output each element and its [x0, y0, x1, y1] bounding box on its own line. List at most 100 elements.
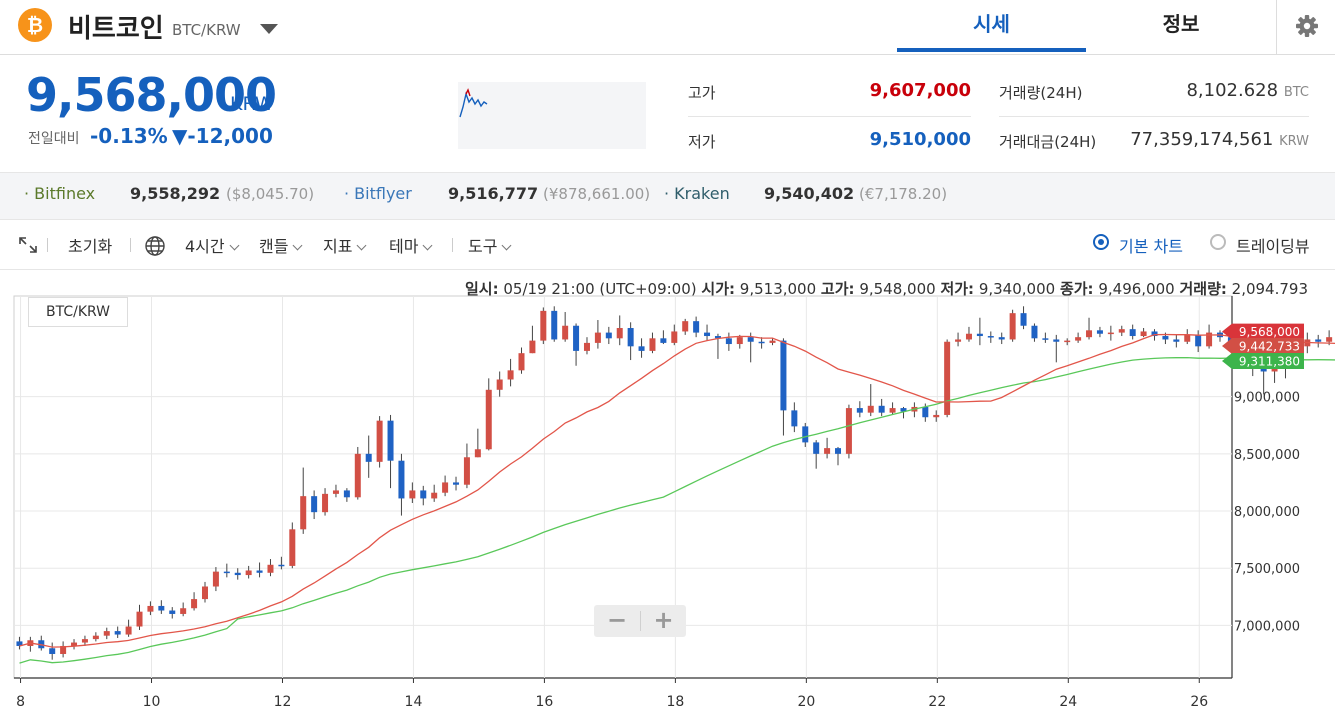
y-tick-label: 8,500,000	[1234, 448, 1300, 463]
candle-body	[1075, 337, 1082, 341]
theme-dropdown[interactable]: 테마	[389, 233, 433, 257]
x-tick-label: 24	[1059, 694, 1077, 710]
candle-body	[605, 332, 612, 339]
x-tick-label: 16	[536, 694, 554, 710]
candle-body	[987, 336, 994, 338]
x-tick-label: 8	[16, 694, 25, 710]
candle-body	[747, 337, 754, 342]
y-tick-label: 7,000,000	[1234, 619, 1300, 634]
candle-body	[616, 328, 623, 339]
candle-body	[442, 482, 449, 493]
candle-body	[933, 414, 940, 418]
divider	[999, 116, 1309, 117]
settings-button[interactable]	[1276, 0, 1335, 54]
globe-icon[interactable]	[144, 235, 166, 261]
low-value: 9,510,000	[869, 129, 971, 150]
price-tag-bg	[1222, 323, 1304, 340]
candle-body	[463, 457, 470, 485]
candle-body	[343, 490, 350, 498]
candle-body	[354, 453, 361, 498]
candle-body	[562, 325, 569, 340]
candle-body	[267, 564, 274, 573]
zoom-out-button[interactable]: −	[606, 606, 628, 634]
ma-short-line	[19, 333, 1335, 648]
exchange-bitfinex[interactable]: · Bitfinex	[24, 184, 95, 203]
candle-body	[234, 572, 241, 576]
change-amount: ▼-12,000	[172, 124, 273, 148]
chevron-down-icon[interactable]	[260, 24, 278, 34]
price-tag: 9,442,733	[1222, 338, 1304, 355]
amount-label: 거래대금(24H)	[999, 133, 1097, 151]
interval-dropdown[interactable]: 4시간	[185, 233, 240, 257]
candle-body	[856, 408, 863, 413]
tools-dropdown[interactable]: 도구	[468, 233, 512, 257]
candle-body	[704, 332, 711, 337]
candle-body	[1086, 330, 1093, 338]
radio-tradingview[interactable]	[1210, 234, 1226, 250]
candle-body	[1140, 331, 1147, 337]
candle-body	[1162, 336, 1169, 340]
candle-body	[420, 490, 427, 499]
candle-body	[867, 405, 874, 413]
indicator-dropdown[interactable]: 지표	[323, 233, 367, 257]
candle-body	[398, 460, 405, 499]
chevron-down-icon	[293, 240, 303, 251]
candle-body	[693, 321, 700, 333]
candle-body	[169, 610, 176, 614]
candle-body	[453, 482, 460, 485]
candle-body	[507, 370, 514, 380]
candle-body	[791, 410, 798, 427]
chevron-down-icon	[502, 240, 512, 251]
candle-body	[649, 338, 656, 351]
tab-info[interactable]: 정보	[1162, 12, 1200, 36]
radio-basic-chart[interactable]	[1093, 234, 1109, 250]
candle-body	[1042, 338, 1049, 340]
candle-body	[573, 325, 580, 351]
price-tag: 9,568,000	[1222, 323, 1304, 340]
volume-value: 8,102.628 BTC	[1100, 80, 1309, 101]
candle-body	[802, 426, 809, 443]
candle-body	[496, 379, 503, 390]
candle-body	[201, 586, 208, 600]
exchange-kraken[interactable]: · Kraken	[664, 184, 730, 203]
zoom-in-button[interactable]: +	[653, 606, 674, 634]
candle-body	[136, 611, 143, 627]
candle-body	[365, 453, 372, 462]
exchange-name: · Bitfinex	[24, 184, 96, 203]
ma-long-line	[19, 356, 1335, 664]
candle-body	[1020, 313, 1027, 326]
candle-body	[278, 564, 285, 567]
price-tag-label: 9,568,000	[1239, 325, 1300, 339]
candle-dropdown[interactable]: 캔들	[259, 233, 303, 257]
candle-body	[223, 571, 230, 574]
mini-sparkline-chart[interactable]	[458, 82, 646, 149]
price-unit: KRW	[230, 93, 274, 115]
high-label: 고가	[688, 84, 716, 102]
tab-price[interactable]: 시세	[897, 0, 1086, 52]
candle-body	[551, 310, 558, 340]
candlestick-chart[interactable]: 9,000,000 8,500,000 8,000,000 7,500,000 7,00…	[0, 270, 1335, 714]
candle-body	[529, 340, 536, 354]
candle-body	[300, 496, 307, 530]
candle-body	[714, 336, 721, 339]
candle-body	[1009, 313, 1016, 340]
divider	[640, 611, 641, 631]
tradingview-label[interactable]: 트레이딩뷰	[1236, 237, 1310, 256]
candle-body	[965, 333, 972, 340]
candle-body	[660, 338, 667, 343]
candle-body	[769, 340, 776, 343]
exchange-name: · Bitflyer	[344, 184, 412, 203]
candle-body	[1096, 330, 1103, 334]
header-divider	[0, 54, 1335, 55]
basic-chart-label[interactable]: 기본 차트	[1119, 237, 1183, 256]
reset-button[interactable]: 초기화	[68, 237, 113, 256]
candle-body	[1053, 339, 1060, 342]
candle-body	[1107, 332, 1114, 335]
expand-icon[interactable]	[18, 236, 38, 258]
exchange-value: 9,540,402	[764, 184, 855, 203]
candle-body	[289, 529, 296, 566]
candle-body	[147, 605, 154, 612]
candle-body	[474, 449, 481, 458]
exchange-bitflyer[interactable]: · Bitflyer	[344, 184, 412, 203]
candle-body	[71, 642, 78, 646]
